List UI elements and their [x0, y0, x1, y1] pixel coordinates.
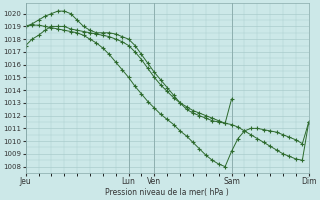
X-axis label: Pression niveau de la mer( hPa ): Pression niveau de la mer( hPa ): [105, 188, 229, 197]
